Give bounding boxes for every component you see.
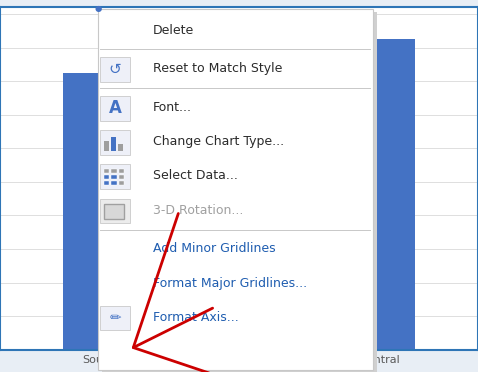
Text: Format Axis...: Format Axis... xyxy=(153,311,239,324)
Bar xyxy=(63,73,133,350)
Text: ●: ● xyxy=(94,4,102,13)
Text: Font...: Font... xyxy=(153,101,192,114)
Text: Add Minor Gridlines: Add Minor Gridlines xyxy=(153,243,276,255)
Text: ↺: ↺ xyxy=(109,62,121,77)
Text: Delete: Delete xyxy=(153,24,194,36)
Text: Change Chart Type...: Change Chart Type... xyxy=(153,135,284,148)
Bar xyxy=(345,39,415,350)
Text: ✏: ✏ xyxy=(109,311,121,325)
Bar xyxy=(204,165,274,350)
Text: 3-D Rotation...: 3-D Rotation... xyxy=(153,204,243,217)
Text: A: A xyxy=(109,99,121,117)
Text: Format Major Gridlines...: Format Major Gridlines... xyxy=(153,277,307,289)
Text: Reset to Match Style: Reset to Match Style xyxy=(153,62,282,75)
Text: Select Data...: Select Data... xyxy=(153,170,238,182)
